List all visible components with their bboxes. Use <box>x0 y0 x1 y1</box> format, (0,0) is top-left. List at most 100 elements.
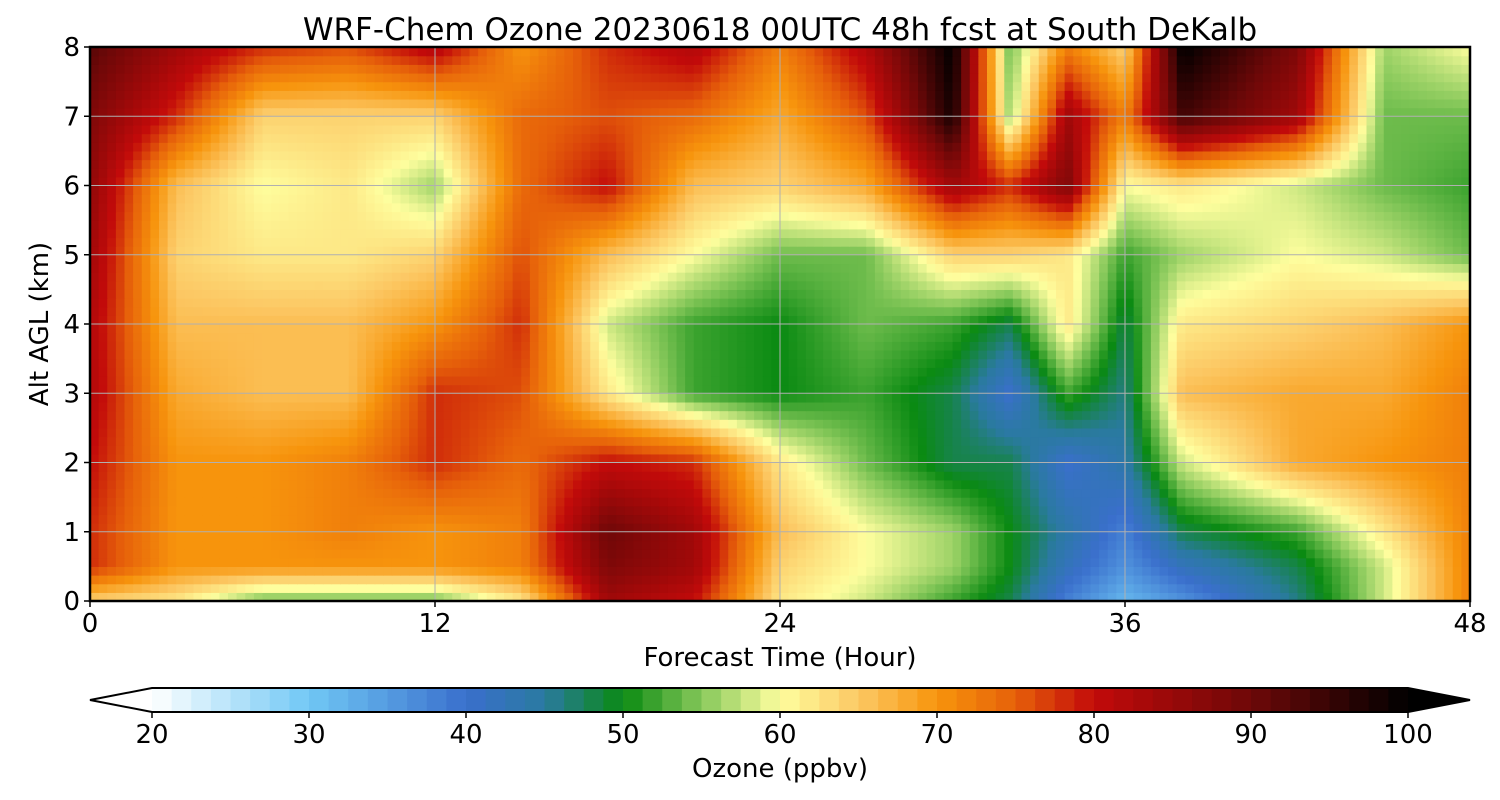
heatmap-cell <box>676 566 686 576</box>
heatmap-cell <box>1133 514 1143 524</box>
heatmap-cell <box>1107 410 1117 420</box>
heatmap-cell <box>1194 523 1204 533</box>
heatmap-cell <box>478 367 488 377</box>
heatmap-cell <box>391 427 402 438</box>
heatmap-cell <box>762 367 772 377</box>
heatmap-cell <box>676 401 686 412</box>
heatmap-cell <box>564 393 574 403</box>
heatmap-cell <box>150 419 160 429</box>
heatmap-cell <box>253 332 264 342</box>
heatmap-cell <box>1263 549 1273 559</box>
heatmap-cell <box>1202 479 1212 490</box>
heatmap-cell <box>1081 592 1092 602</box>
heatmap-cell <box>1254 427 1264 438</box>
heatmap-cell <box>1004 592 1014 602</box>
heatmap-cell <box>297 427 307 438</box>
heatmap-cell <box>176 445 186 455</box>
heatmap-cell <box>262 384 272 394</box>
heatmap-cell <box>271 583 281 593</box>
heatmap-cell <box>736 367 747 377</box>
heatmap-cell <box>667 358 678 368</box>
heatmap-cell <box>788 367 798 377</box>
heatmap-cell <box>1125 445 1135 455</box>
heatmap-cell <box>736 479 747 490</box>
heatmap-cell <box>202 488 212 498</box>
heatmap-cell <box>1392 445 1402 455</box>
heatmap-cell <box>1202 505 1212 516</box>
heatmap-cell <box>357 488 367 498</box>
heatmap-cell <box>1073 575 1083 585</box>
heatmap-cell <box>1168 471 1178 481</box>
heatmap-cell <box>1383 531 1393 542</box>
heatmap-cell <box>771 523 781 533</box>
heatmap-cell <box>935 505 945 516</box>
heatmap-cell <box>1228 349 1238 360</box>
heatmap-cell <box>1323 436 1333 446</box>
heatmap-cell <box>1133 566 1143 576</box>
heatmap-cell <box>366 479 376 490</box>
heatmap-cell <box>478 557 488 567</box>
heatmap-cell <box>1142 531 1152 542</box>
heatmap-cell <box>857 358 867 368</box>
heatmap-cell <box>874 540 885 550</box>
heatmap-cell <box>1263 393 1273 403</box>
heatmap-cell <box>538 445 548 455</box>
heatmap-cell <box>745 471 755 481</box>
heatmap-cell <box>633 471 643 481</box>
heatmap-cell <box>443 462 453 472</box>
heatmap-cell <box>555 401 565 412</box>
heatmap-cell <box>460 401 471 412</box>
heatmap-cell <box>322 332 333 342</box>
heatmap-cell <box>650 419 660 429</box>
heatmap-cell <box>840 349 850 360</box>
heatmap-cell <box>1064 575 1074 585</box>
heatmap-cell <box>115 583 126 593</box>
heatmap-cell <box>348 349 358 360</box>
heatmap-cell <box>521 358 531 368</box>
heatmap-cell <box>521 531 531 542</box>
heatmap-cell <box>1271 375 1281 386</box>
heatmap-cell <box>659 549 669 559</box>
heatmap-cell <box>357 436 367 446</box>
heatmap-cell <box>1401 540 1411 550</box>
heatmap-cell <box>1340 401 1350 412</box>
heatmap-cell <box>1133 557 1143 567</box>
heatmap-cell <box>460 393 471 403</box>
heatmap-cell <box>435 427 445 438</box>
heatmap-cell <box>340 436 350 446</box>
heatmap-cell <box>1202 566 1212 576</box>
heatmap-cell <box>659 540 669 550</box>
heatmap-cell <box>711 523 721 533</box>
heatmap-cell <box>642 497 652 507</box>
heatmap-cell <box>228 384 238 394</box>
heatmap-cell <box>1081 531 1092 542</box>
heatmap-cell <box>133 358 143 368</box>
heatmap-cell <box>391 349 402 360</box>
heatmap-cell <box>1012 453 1023 464</box>
heatmap-cell <box>486 427 496 438</box>
heatmap-cell <box>693 384 703 394</box>
heatmap-cell <box>1297 592 1307 602</box>
heatmap-cell <box>1021 557 1031 567</box>
heatmap-cell <box>581 497 591 507</box>
heatmap-cell <box>159 523 169 533</box>
heatmap-cell <box>1444 540 1454 550</box>
heatmap-cell <box>805 549 816 559</box>
heatmap-cell <box>943 566 954 576</box>
heatmap-cell <box>1349 592 1359 602</box>
heatmap-cell <box>1418 436 1428 446</box>
heatmap-cell <box>253 427 264 438</box>
heatmap-cell <box>995 479 1005 490</box>
heatmap-cell <box>460 531 471 542</box>
heatmap-cell <box>667 341 678 351</box>
heatmap-cell <box>184 324 195 334</box>
heatmap-cell <box>366 401 376 412</box>
heatmap-cell <box>348 592 358 602</box>
heatmap-cell <box>124 523 134 533</box>
heatmap-cell <box>1056 341 1066 351</box>
heatmap-cell <box>1211 393 1221 403</box>
heatmap-cell <box>435 393 445 403</box>
heatmap-cell <box>1314 471 1324 481</box>
heatmap-cell <box>253 410 264 420</box>
heatmap-cell <box>1021 497 1031 507</box>
